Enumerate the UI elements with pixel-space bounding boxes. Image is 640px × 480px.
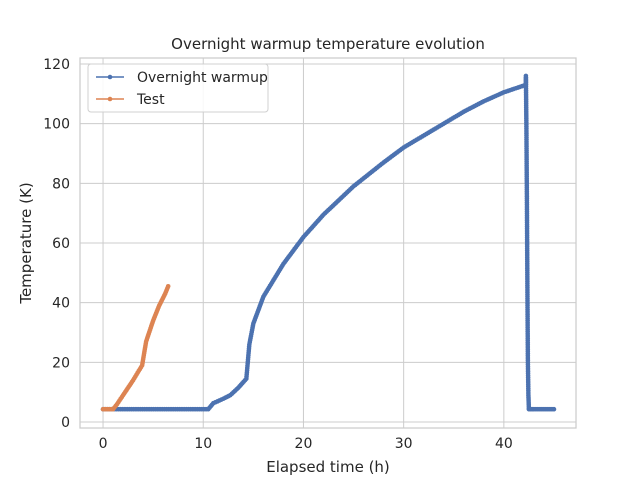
y-tick-label: 20	[52, 355, 70, 371]
x-tick-label: 0	[99, 436, 108, 452]
y-tick-label: 60	[52, 236, 70, 252]
x-tick-label: 20	[295, 436, 313, 452]
series-layer	[100, 73, 557, 412]
x-tick-label: 10	[194, 436, 212, 452]
legend-label-overnight-warmup: Overnight warmup	[137, 70, 268, 86]
legend-entry-test: Test	[96, 92, 165, 108]
x-axis-label: Elapsed time (h)	[266, 458, 390, 476]
legend: Overnight warmup Test	[87, 63, 269, 113]
y-axis-label: Temperature (K)	[17, 182, 35, 304]
legend-marker-overnight-warmup	[107, 74, 113, 80]
x-tick-label: 30	[395, 436, 413, 452]
data-point	[165, 283, 171, 289]
y-tick-label: 0	[61, 415, 70, 431]
axis-ticks: 0 10 20 30 40 0 20 40 60 80 100 120	[43, 57, 513, 452]
legend-marker-test	[107, 96, 113, 102]
data-point	[551, 406, 557, 412]
legend-box	[87, 63, 269, 113]
y-tick-label: 80	[52, 176, 70, 192]
legend-label-test: Test	[136, 92, 165, 108]
plot-frame	[79, 57, 577, 429]
y-tick-label: 40	[52, 296, 70, 312]
legend-entry-overnight-warmup: Overnight warmup	[96, 70, 268, 86]
y-tick-label: 120	[43, 57, 70, 73]
y-tick-label: 100	[43, 117, 70, 133]
series-overnight-warmup	[100, 73, 557, 412]
chart-title: Overnight warmup temperature evolution	[171, 35, 485, 53]
series-test	[100, 283, 171, 412]
x-tick-label: 40	[495, 436, 513, 452]
